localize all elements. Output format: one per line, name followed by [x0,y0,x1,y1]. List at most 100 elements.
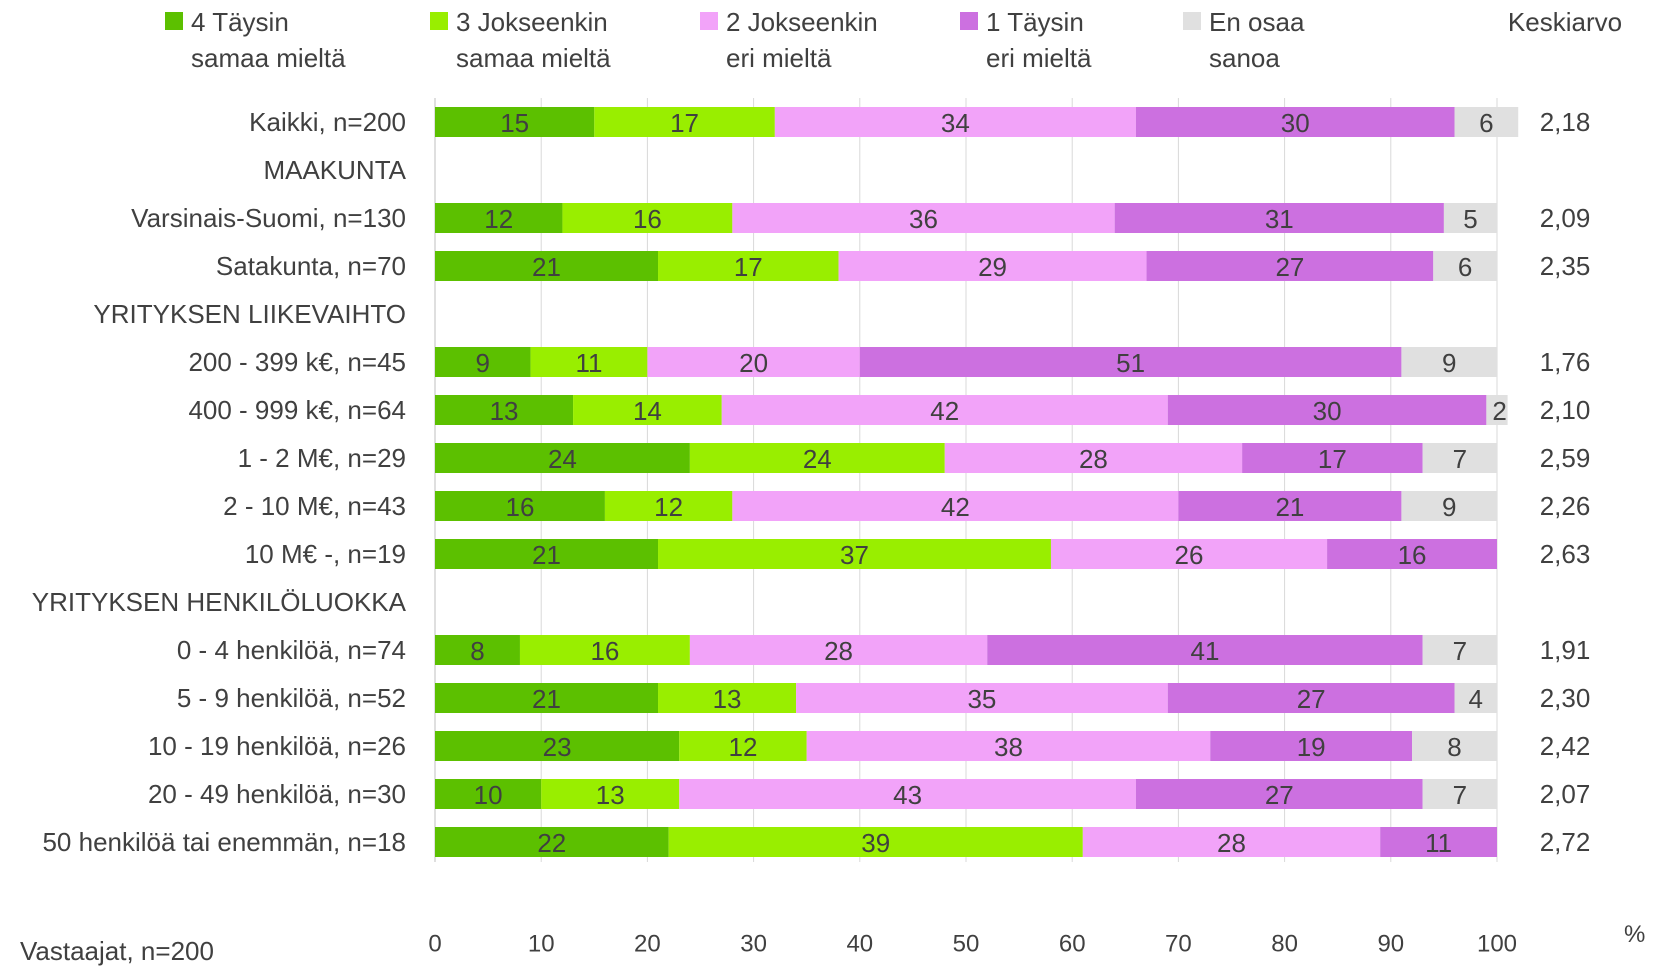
mean-value: 2,18 [1540,107,1591,137]
data-label: 27 [1297,684,1326,714]
row-label: 5 - 9 henkilöä, n=52 [177,683,406,713]
bar-segment [1146,251,1434,281]
mean-value: 2,09 [1540,203,1591,233]
bar-segment [435,539,659,569]
bar-segment [530,347,648,377]
data-label: 42 [930,396,959,426]
bar-segment [435,251,659,281]
data-label: 23 [543,732,572,762]
data-label: 7 [1453,780,1467,810]
bar-segment [732,203,1115,233]
data-label: 30 [1313,396,1342,426]
data-label: 13 [713,684,742,714]
bar-segment [689,443,945,473]
data-label: 21 [1275,492,1304,522]
row-label: 1 - 2 M€, n=29 [238,443,406,473]
mean-value: 2,30 [1540,683,1591,713]
bar-segment [987,635,1423,665]
bar-segment [435,731,680,761]
bar-segment [1422,779,1497,809]
bar-segment [594,107,775,137]
bar-segment [1050,539,1328,569]
data-label: 6 [1458,252,1472,282]
mean-value: 2,72 [1540,827,1591,857]
legend-label-line1: 1 Täysin [986,7,1084,37]
data-label: 34 [941,108,970,138]
bar-segment [668,827,1083,857]
data-label: 14 [633,396,662,426]
bar-segment [1422,443,1497,473]
bar-segment [1443,203,1497,233]
data-label: 11 [575,348,602,378]
data-label: 8 [1447,732,1461,762]
bar-segment [944,443,1243,473]
data-label: 17 [1318,444,1347,474]
data-label: 24 [548,444,577,474]
bar-segment [732,491,1179,521]
data-label: 9 [1442,348,1456,378]
mean-value: 2,07 [1540,779,1591,809]
bar-segment [519,635,690,665]
bar-segment [1401,347,1497,377]
data-label: 12 [484,204,513,234]
mean-value: 2,35 [1540,251,1591,281]
bar-segment [1082,827,1381,857]
bar-segment [774,107,1136,137]
bar-segment [796,683,1168,713]
x-tick-label: 60 [1059,931,1086,958]
category-header: YRITYKSEN HENKILÖLUOKKA [32,587,407,617]
data-label: 27 [1275,252,1304,282]
bar-segment [1412,731,1497,761]
bar-segment [562,203,733,233]
data-label: 9 [1442,492,1456,522]
bar-segment [679,731,807,761]
bar-segment [1380,827,1497,857]
data-label: 26 [1175,540,1204,570]
legend-label-line1: 4 Täysin [191,7,289,37]
data-label: 22 [537,828,566,858]
row-label: 0 - 4 henkilöä, n=74 [177,635,406,665]
data-label: 42 [941,492,970,522]
x-tick-label: 40 [846,931,873,958]
mean-value: 2,10 [1540,395,1591,425]
data-label: 41 [1190,636,1219,666]
bar-segment [435,491,605,521]
x-tick-label: 70 [1165,931,1192,958]
data-label: 17 [734,252,763,282]
data-label: 27 [1265,780,1294,810]
data-label: 12 [729,732,758,762]
data-label: 51 [1116,348,1145,378]
data-label: 19 [1297,732,1326,762]
data-label: 28 [1217,828,1246,858]
bar-segment [435,347,531,377]
bar-segment [658,683,797,713]
data-label: 16 [505,492,534,522]
legend-label-line2: samaa mieltä [191,43,346,73]
legend-label-line1: 2 Jokseenkin [726,7,878,37]
data-label: 20 [739,348,768,378]
category-header: YRITYKSEN LIIKEVAIHTO [93,299,406,329]
bar-segment [1401,491,1497,521]
data-label: 11 [1425,828,1452,858]
data-label: 37 [840,540,869,570]
row-label: 400 - 999 k€, n=64 [188,395,406,425]
mean-value: 1,76 [1540,347,1591,377]
data-label: 12 [654,492,683,522]
row-label: 10 M€ -, n=19 [245,539,406,569]
data-label: 43 [893,780,922,810]
data-label: 7 [1453,444,1467,474]
bar-segment [1167,395,1487,425]
bar-segment [689,635,988,665]
bar-segment [1454,683,1497,713]
bar-segment [1242,443,1423,473]
data-label: 21 [532,684,561,714]
bar-segment [435,683,659,713]
bar-segment [721,395,1168,425]
bar-segment [1167,683,1455,713]
row-label: 2 - 10 M€, n=43 [223,491,406,521]
legend-label-line2: eri mieltä [726,43,832,73]
bar-segment [435,635,520,665]
bar-segment [1135,107,1455,137]
